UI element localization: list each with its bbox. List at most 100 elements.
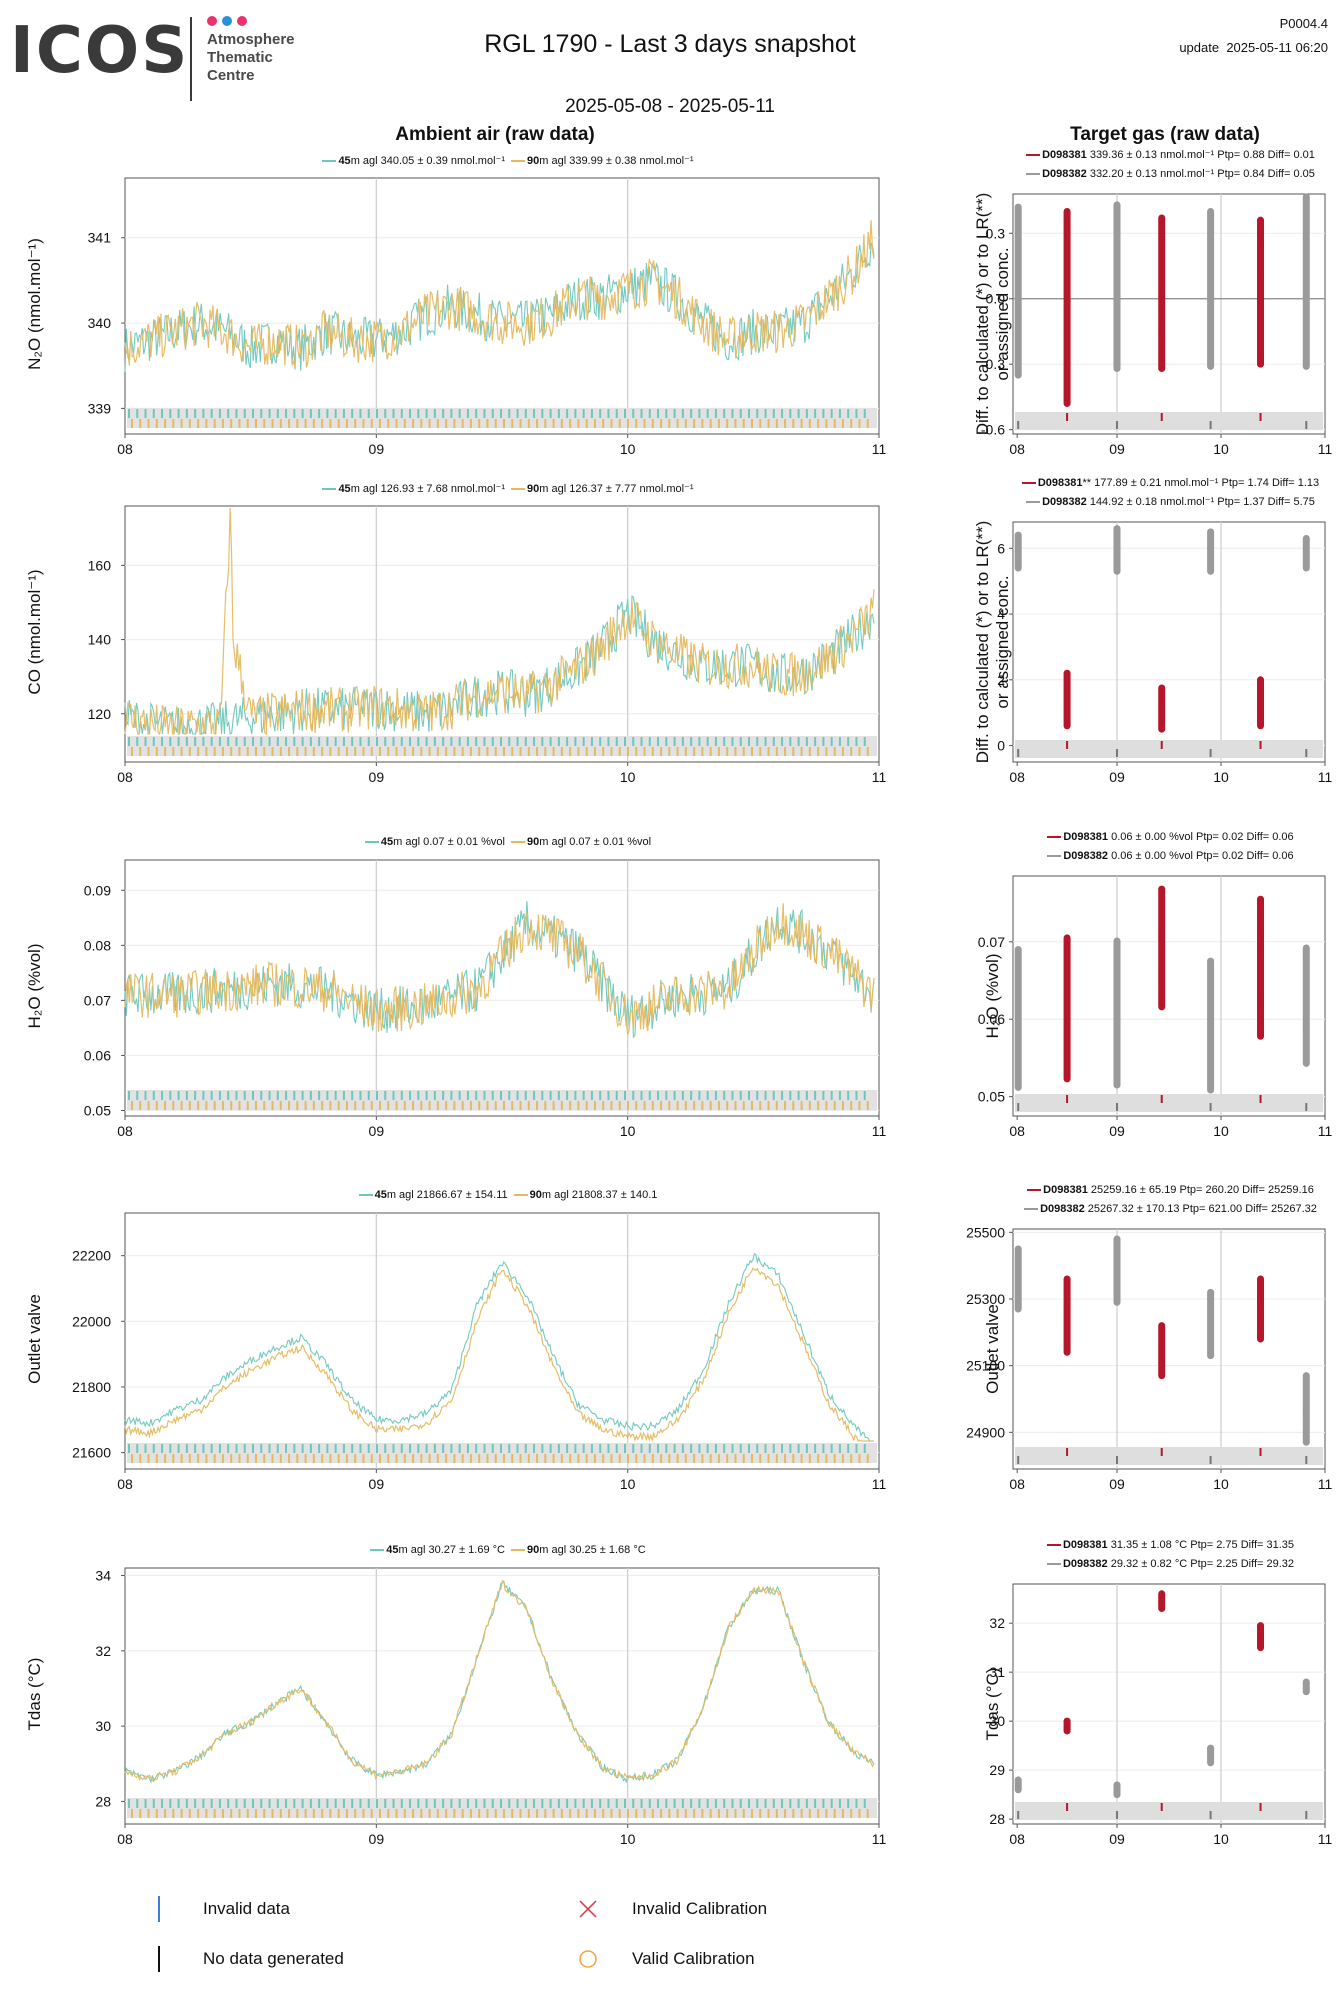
target-point xyxy=(1303,358,1310,365)
ambient-chart-co: 120 140 160 08 09 10 11 xyxy=(88,505,886,785)
target-section-title: Target gas (raw data) xyxy=(1070,124,1260,145)
target-point xyxy=(1113,958,1121,965)
ambient-chart-n2o: 339 340 341 08 09 10 11 xyxy=(88,177,887,457)
target-point xyxy=(1063,390,1071,398)
target-point xyxy=(1015,1074,1022,1082)
plot-frame xyxy=(124,505,880,763)
y-axis-label-line: Diff. to calculated (*) or to LR(**) xyxy=(973,520,992,764)
target-point xyxy=(1303,951,1310,958)
legend-text: m agl 30.27 ± 1.69 °C xyxy=(398,1544,505,1556)
target-point xyxy=(1207,235,1214,242)
x-tick-label: 11 xyxy=(872,441,887,457)
ambient-y-axis-label: CO (nmol.mol⁻¹) xyxy=(25,569,44,695)
target-point xyxy=(1207,1289,1214,1296)
target-point xyxy=(1113,320,1121,328)
x-tick-label: 09 xyxy=(1109,769,1125,785)
x-tick-label: 10 xyxy=(620,769,636,785)
target-point xyxy=(1063,713,1071,721)
target-point xyxy=(1063,340,1071,347)
target-point xyxy=(1063,682,1071,689)
target-point xyxy=(1303,305,1310,313)
target-point xyxy=(1063,212,1071,220)
legend-swatch xyxy=(1047,836,1062,839)
target-point xyxy=(1063,1075,1071,1083)
target-point xyxy=(1063,1014,1071,1022)
target-point xyxy=(1063,1300,1071,1307)
target-point xyxy=(1257,716,1264,724)
x-tick-label: 08 xyxy=(117,1123,133,1139)
target-point xyxy=(1113,554,1121,561)
target-chart-h2o: 0.05 0.06 0.07 08 09 10 11 xyxy=(978,875,1333,1139)
target-point xyxy=(1113,1259,1121,1266)
target-point xyxy=(1257,1286,1264,1293)
legend-swatch xyxy=(1026,501,1041,504)
page-title: RGL 1790 - Last 3 days snapshot xyxy=(484,30,856,58)
legend-swatch xyxy=(1046,1563,1061,1566)
target-point xyxy=(1257,948,1264,956)
y-axis-label-line: Diff. to calculated (*) or to LR(**) xyxy=(973,192,992,436)
target-point xyxy=(1207,528,1214,536)
target-point xyxy=(1303,998,1310,1005)
target-point xyxy=(1063,308,1071,315)
x-tick-label: 11 xyxy=(872,1123,887,1139)
target-y-axis-label: Diff. to calculated (*) or to LR(**) or a… xyxy=(973,164,1013,464)
target-point xyxy=(1113,309,1121,317)
target-point xyxy=(1303,217,1310,224)
legend-swatch xyxy=(1046,1544,1061,1547)
target-point xyxy=(1257,991,1264,999)
legend-swatch xyxy=(364,841,379,844)
y-tick-label: 0.06 xyxy=(978,1011,1005,1027)
target-point xyxy=(1158,349,1165,356)
legend-height: 90 xyxy=(527,483,540,495)
legend-text: ** 177.89 ± 0.21 nmol.mol⁻¹ Ptp= 1.74 Di… xyxy=(1082,477,1320,489)
legend-text: 339.36 ± 0.13 nmol.mol⁻¹ Ptp= 0.88 Diff=… xyxy=(1086,149,1315,161)
target-point xyxy=(1207,343,1214,351)
target-point xyxy=(1207,208,1214,215)
target-legend-row: D098382 25267.32 ± 170.13 Ptp= 621.00 Di… xyxy=(1003,1200,1338,1219)
y-tick-label: 21800 xyxy=(72,1379,111,1395)
y-tick-label: 30 xyxy=(989,1713,1005,1729)
target-point xyxy=(1207,1744,1214,1752)
ambient-legend: 45m agl 126.93 ± 7.68 nmol.mol⁻¹ 90m agl … xyxy=(285,482,725,495)
legend-swatch xyxy=(1021,482,1036,485)
target-point xyxy=(1257,914,1264,922)
plot-frame xyxy=(124,177,880,435)
target-point xyxy=(1207,1335,1214,1342)
y-axis-label-line: H₂O (%vol) xyxy=(983,953,1002,1039)
target-point xyxy=(1015,542,1022,549)
legend-swatch xyxy=(1026,173,1041,176)
legend-cylinder-id: D098382 xyxy=(1042,496,1087,508)
target-point xyxy=(1207,1086,1214,1094)
target-point xyxy=(1207,1754,1214,1762)
target-point xyxy=(1015,310,1022,317)
y-tick-label: 24900 xyxy=(966,1424,1005,1440)
target-legend-row: D098381 25259.16 ± 65.19 Ptp= 260.20 Dif… xyxy=(1003,1181,1338,1200)
target-point xyxy=(1158,214,1165,222)
target-point xyxy=(1113,242,1121,249)
plot-frame xyxy=(1012,875,1326,1117)
target-point xyxy=(1158,885,1165,893)
y-tick-label: 22200 xyxy=(72,1248,111,1264)
target-point xyxy=(1015,216,1022,223)
invalid-data-label: Invalid data xyxy=(203,1899,290,1918)
target-point xyxy=(1207,1759,1214,1766)
legend-text: m agl 126.93 ± 7.68 nmol.mol⁻¹ xyxy=(350,483,505,495)
x-tick-label: 11 xyxy=(1318,1123,1333,1139)
ambient-legend: 45m agl 340.05 ± 0.39 nmol.mol⁻¹ 90m agl … xyxy=(285,154,725,167)
target-point xyxy=(1113,1791,1121,1798)
target-legend-row: D098382 0.06 ± 0.00 %vol Ptp= 0.02 Diff=… xyxy=(1003,847,1338,866)
target-point xyxy=(1257,689,1264,697)
series-line-45m xyxy=(124,901,875,1039)
legend-swatch xyxy=(1047,855,1062,858)
y-axis-label-line: or assigned conc. xyxy=(993,247,1012,381)
plot-frame xyxy=(1012,521,1326,763)
target-point xyxy=(1303,1678,1310,1686)
legend-swatch xyxy=(322,160,337,163)
plot-frame xyxy=(124,1567,880,1825)
x-tick-label: 08 xyxy=(1009,1831,1025,1847)
legend-text: 25267.32 ± 170.13 Ptp= 621.00 Diff= 2526… xyxy=(1084,1203,1317,1215)
legend-text: m agl 30.25 ± 1.68 °C xyxy=(539,1544,646,1556)
target-point xyxy=(1158,725,1165,733)
y-tick-label: 6 xyxy=(997,540,1005,556)
target-point xyxy=(1063,1316,1071,1324)
